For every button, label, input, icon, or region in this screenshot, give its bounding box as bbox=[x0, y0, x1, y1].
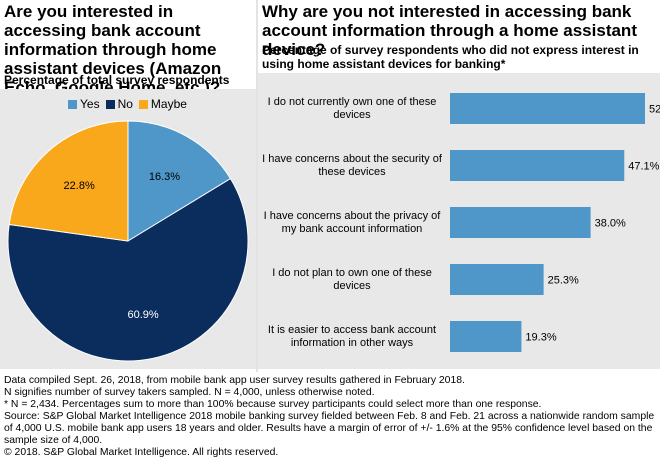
footnote-line: Data compiled Sept. 26, 2018, from mobil… bbox=[4, 375, 465, 386]
legend-label-no: No bbox=[117, 97, 133, 111]
pie-chart: 16.3% 60.9% 22.8% bbox=[7, 120, 249, 362]
legend-swatch-maybe bbox=[138, 99, 148, 109]
bar-value-label-2: 47.1% bbox=[628, 161, 659, 173]
pie-label-yes: 16.3% bbox=[149, 171, 180, 183]
footnote-line: © 2018. S&P Global Market Intelligence. … bbox=[4, 447, 279, 458]
bar-chart-title: Why are you not interested in accessing … bbox=[262, 2, 637, 59]
footnote-line: Source: S&P Global Market Intelligence 2… bbox=[4, 411, 655, 446]
bar-4 bbox=[450, 264, 544, 295]
pie-slice-maybe bbox=[8, 120, 129, 242]
bar-2 bbox=[450, 150, 625, 181]
pie-label-no: 60.9% bbox=[127, 309, 158, 321]
bar-chart-subtitle: Percentage of survey respondents who did… bbox=[262, 43, 639, 71]
bar-value-label-1: 52.7% bbox=[649, 104, 660, 116]
legend-item-yes: Yes bbox=[68, 97, 100, 111]
pie-chart-subtitle: Percentage of total survey respondents bbox=[4, 73, 230, 87]
bar-category-label-2: I have concerns about the security of th… bbox=[262, 153, 442, 178]
pie-chart-title: Are you interested in accessing bank acc… bbox=[4, 2, 222, 97]
legend-label-yes: Yes bbox=[80, 97, 100, 111]
legend-label-maybe: Maybe bbox=[150, 97, 187, 111]
legend-item-maybe: Maybe bbox=[138, 97, 187, 111]
pie-legend: Yes No Maybe bbox=[68, 97, 187, 111]
legend-item-no: No bbox=[105, 97, 133, 111]
bar-category-label-1: I do not currently own one of these devi… bbox=[267, 96, 437, 121]
bar-value-label-4: 25.3% bbox=[548, 275, 579, 287]
pie-chart-panel: Yes No Maybe 16.3% 60.9% 22.8% bbox=[0, 89, 256, 369]
pie-slice-no bbox=[7, 177, 249, 362]
bar-category-label-3: I have concerns about the privacy of my … bbox=[263, 210, 441, 235]
bar-chart-panel: 52.7% 47.1% 38.0% 25.3% 19.3% I do not curre… bbox=[258, 73, 660, 369]
pie-slice-yes bbox=[127, 120, 232, 242]
bar-3 bbox=[450, 207, 591, 238]
bar-category-label-4: I do not plan to own one of these device… bbox=[272, 267, 432, 292]
bar-value-label-5: 19.3% bbox=[525, 332, 556, 344]
bar-1 bbox=[450, 93, 645, 124]
bar-value-label-3: 38.0% bbox=[595, 218, 626, 230]
panel-divider bbox=[256, 0, 258, 372]
bar-chart: 52.7% 47.1% 38.0% 25.3% 19.3% bbox=[450, 93, 660, 352]
footnote-line: N signifies number of survey takers samp… bbox=[4, 387, 375, 398]
legend-swatch-no bbox=[105, 99, 115, 109]
pie-label-maybe: 22.8% bbox=[64, 180, 95, 192]
bar-5 bbox=[450, 321, 522, 352]
footnote-line: * N = 2,434. Percentages sum to more tha… bbox=[4, 399, 542, 410]
legend-swatch-yes bbox=[68, 99, 77, 109]
bar-category-label-5: It is easier to access bank account info… bbox=[267, 324, 437, 349]
footnotes: Data compiled Sept. 26, 2018, from mobil… bbox=[4, 375, 656, 459]
